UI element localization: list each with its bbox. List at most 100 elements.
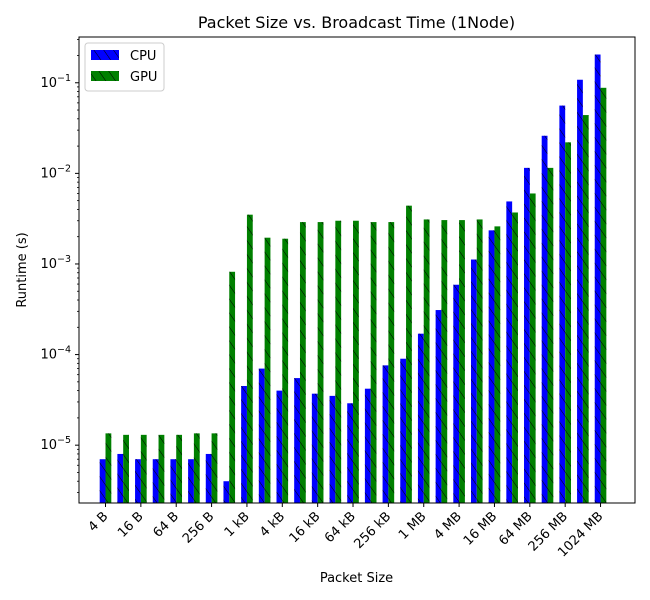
- bar-cpu: [541, 135, 548, 503]
- legend-swatch-hatch: [91, 50, 119, 60]
- bar-gpu: [193, 433, 200, 503]
- bar-gpu: [335, 220, 342, 504]
- bar-hatch: [99, 459, 106, 503]
- legend-entry-gpu: GPU: [91, 70, 157, 85]
- plot-area: [99, 54, 607, 504]
- bar-gpu: [388, 222, 395, 503]
- bar-cpu: [400, 358, 407, 503]
- bar-hatch: [170, 459, 177, 503]
- bar-gpu: [529, 193, 536, 503]
- bar-hatch: [470, 259, 477, 503]
- bar-hatch: [335, 220, 342, 504]
- y-axis: 10−5 10−4 10−3 10−2 10−1: [40, 39, 79, 493]
- bar-cpu: [453, 284, 460, 503]
- bar-hatch: [193, 433, 200, 503]
- bar-hatch: [117, 453, 124, 503]
- bar-cpu: [152, 459, 159, 503]
- bar-gpu: [299, 222, 306, 503]
- bar-cpu: [188, 459, 194, 503]
- bar-hatch: [294, 378, 300, 503]
- bar-hatch: [276, 390, 283, 503]
- plot-frame: [78, 36, 636, 504]
- bar-gpu: [423, 219, 430, 503]
- bar-cpu: [329, 395, 336, 503]
- bar-hatch: [188, 459, 194, 503]
- bar-gpu: [105, 433, 112, 503]
- bar-gpu: [282, 238, 289, 503]
- bar-cpu: [524, 167, 530, 503]
- legend-entry-cpu: CPU: [91, 49, 156, 64]
- y-tick-label: 10−5: [40, 435, 71, 453]
- bar-cpu: [577, 79, 583, 504]
- bar-hatch: [529, 193, 536, 503]
- bar-gpu: [353, 220, 359, 504]
- bar-hatch: [494, 226, 501, 503]
- bar-hatch: [488, 230, 495, 503]
- bar-hatch: [246, 214, 253, 503]
- chart-title: Packet Size vs. Broadcast Time (1Node): [198, 13, 515, 32]
- bar-cpu: [559, 105, 566, 503]
- bar-gpu: [317, 222, 324, 503]
- bar-hatch: [347, 403, 354, 503]
- bar-gpu: [547, 167, 554, 503]
- bar-hatch: [158, 434, 165, 503]
- bar-hatch: [512, 212, 518, 504]
- bar-hatch: [140, 434, 147, 503]
- bar-cpu: [241, 385, 247, 503]
- bar-hatch: [311, 393, 318, 503]
- bar-gpu: [565, 142, 571, 503]
- bar-cpu: [470, 259, 477, 503]
- bar-hatch: [476, 219, 483, 503]
- bar-hatch: [241, 385, 247, 503]
- bar-hatch: [258, 368, 265, 503]
- bar-gpu: [494, 226, 501, 503]
- bar-hatch: [600, 87, 607, 504]
- legend-label: GPU: [130, 70, 157, 85]
- bar-gpu: [370, 222, 377, 503]
- bar-gpu: [229, 271, 236, 503]
- bar-hatch: [176, 434, 183, 503]
- bar-cpu: [99, 459, 106, 503]
- bar-hatch: [329, 395, 336, 503]
- legend: CPU GPU: [84, 42, 165, 92]
- bar-cpu: [435, 310, 442, 503]
- bar-hatch: [565, 142, 571, 503]
- bar-cpu: [258, 368, 265, 503]
- bar-hatch: [135, 459, 141, 503]
- bar-cpu: [488, 230, 495, 503]
- bar-hatch: [559, 105, 566, 503]
- bar-gpu: [512, 212, 518, 504]
- bar-hatch: [435, 310, 442, 503]
- bar-cpu: [170, 459, 177, 503]
- y-tick-label: 10−4: [40, 345, 71, 363]
- legend-swatch-hatch: [91, 71, 119, 81]
- bar-hatch: [105, 433, 112, 503]
- bar-hatch: [388, 222, 395, 503]
- bar-hatch: [353, 220, 359, 504]
- bar-cpu: [117, 453, 124, 503]
- bar-gpu: [582, 115, 589, 503]
- bar-hatch: [282, 238, 289, 503]
- bar-cpu: [417, 333, 424, 503]
- bar-gpu: [600, 87, 607, 504]
- bar-cpu: [382, 365, 389, 503]
- bar-hatch: [205, 453, 212, 503]
- bar-hatch: [370, 222, 377, 503]
- bar-hatch: [211, 433, 218, 503]
- bar-hatch: [264, 237, 271, 503]
- bar-cpu: [311, 393, 318, 503]
- bar-hatch: [417, 333, 424, 503]
- bar-gpu: [441, 220, 448, 503]
- bar-hatch: [299, 222, 306, 503]
- bar-hatch: [441, 220, 448, 503]
- bar-hatch: [582, 115, 589, 503]
- bar-cpu: [294, 378, 300, 503]
- bar-gpu: [406, 205, 412, 504]
- bar-hatch: [423, 219, 430, 503]
- bar-cpu: [205, 453, 212, 503]
- bar-hatch: [152, 459, 159, 503]
- bar-cpu: [135, 459, 141, 503]
- bar-hatch: [400, 358, 407, 503]
- bar-hatch: [382, 365, 389, 503]
